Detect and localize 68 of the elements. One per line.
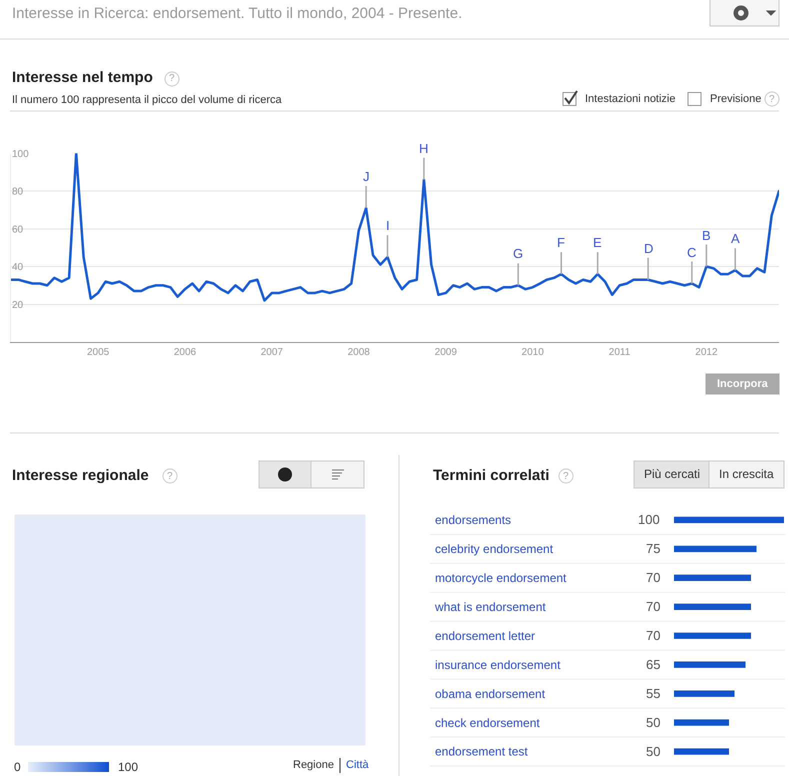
text: Città [346, 759, 370, 771]
text: Interesse in Ricerca: endorsement. Tutto il mondo, 2004 - Presente. [12, 5, 462, 22]
data-label: 70 [646, 570, 660, 585]
y-tick-label: 100 [12, 148, 30, 160]
text: ? [169, 73, 175, 84]
text: Intestazioni notizie [585, 93, 676, 105]
x-tick-label: 2011 [608, 347, 631, 358]
text: Più cercati [644, 467, 700, 481]
annotation: H [419, 141, 428, 156]
x-tick-label: 2009 [434, 347, 458, 358]
x-tick-label: 2010 [522, 347, 544, 358]
bar [674, 574, 751, 582]
data-label: 55 [646, 686, 660, 701]
bar [674, 632, 751, 639]
x-tick-label: 2008 [348, 347, 370, 358]
annotation: A [731, 231, 740, 246]
y-tick-label: what is endorsement [434, 600, 546, 614]
y-tick-label: motorcycle endorsement [435, 571, 568, 586]
data-label: 75 [646, 541, 660, 556]
data-label: 65 [646, 657, 660, 672]
chart-title: Interesse nel tempo [12, 69, 153, 86]
bar [674, 748, 729, 755]
bar [674, 516, 784, 524]
text: ? [563, 471, 569, 482]
annotation: I [386, 218, 390, 233]
annotation: C [687, 245, 696, 260]
y-tick-label: 80 [12, 186, 24, 198]
text: Interesse regionale [12, 467, 149, 484]
annotation: F [557, 235, 565, 250]
text: In crescita [719, 467, 774, 481]
text: 100 [118, 760, 138, 774]
x-tick-label: 2012 [695, 347, 718, 358]
data-label: 70 [646, 628, 660, 643]
y-tick-label: 40 [12, 262, 24, 274]
x-tick-label: 2007 [260, 347, 284, 358]
bar [674, 546, 756, 552]
chart-subtitle: Il numero 100 rappresenta il picco del volume di ricerca [12, 94, 283, 106]
y-tick-label: check endorsement [435, 716, 540, 730]
y-tick-label: endorsement test [435, 744, 528, 759]
annotation: J [363, 169, 370, 184]
annotation: D [644, 241, 654, 256]
text: ? [769, 94, 775, 105]
annotation: G [513, 246, 524, 261]
text: Termini correlati [433, 467, 550, 484]
data-label: 100 [638, 512, 660, 527]
text: Incorpora [717, 378, 769, 390]
x-tick-label: 2005 [86, 347, 110, 358]
x-tick-label: 2006 [174, 347, 197, 358]
text: 0 [14, 760, 21, 774]
bar [674, 604, 751, 610]
y-tick-label: celebrity endorsement [435, 542, 554, 556]
bar [674, 662, 746, 668]
data-label: 50 [646, 715, 660, 730]
text: ? [167, 471, 173, 482]
text: Previsione [710, 93, 762, 105]
annotation: E [593, 235, 602, 250]
bar [674, 719, 729, 726]
annotation: B [702, 228, 711, 243]
y-tick-label: 60 [12, 224, 24, 236]
y-tick-label: 20 [12, 300, 24, 311]
text: Regione [293, 759, 334, 771]
bar [674, 690, 734, 697]
y-tick-label: endorsements [435, 513, 512, 528]
y-tick-label: insurance endorsement [435, 658, 562, 672]
y-tick-label: endorsement letter [435, 628, 536, 643]
data-label: 70 [646, 599, 660, 614]
y-tick-label: obama endorsement [435, 686, 546, 701]
data-label: 50 [646, 744, 660, 759]
